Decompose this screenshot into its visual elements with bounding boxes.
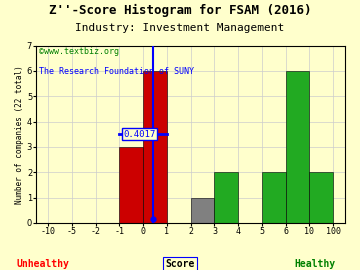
Text: Unhealthy: Unhealthy <box>17 259 69 269</box>
Text: Healthy: Healthy <box>294 259 336 269</box>
Bar <box>262 172 285 223</box>
Bar <box>120 147 143 223</box>
Text: Industry: Investment Management: Industry: Investment Management <box>75 23 285 33</box>
Bar <box>309 172 333 223</box>
Y-axis label: Number of companies (22 total): Number of companies (22 total) <box>15 65 24 204</box>
Bar <box>215 172 238 223</box>
Text: The Research Foundation of SUNY: The Research Foundation of SUNY <box>39 67 194 76</box>
Text: ©www.textbiz.org: ©www.textbiz.org <box>39 47 120 56</box>
Bar <box>191 198 215 223</box>
Bar <box>285 71 309 223</box>
Bar <box>143 71 167 223</box>
Text: Score: Score <box>165 259 195 269</box>
Text: Z''-Score Histogram for FSAM (2016): Z''-Score Histogram for FSAM (2016) <box>49 4 311 17</box>
Text: 0.4017: 0.4017 <box>123 130 156 139</box>
